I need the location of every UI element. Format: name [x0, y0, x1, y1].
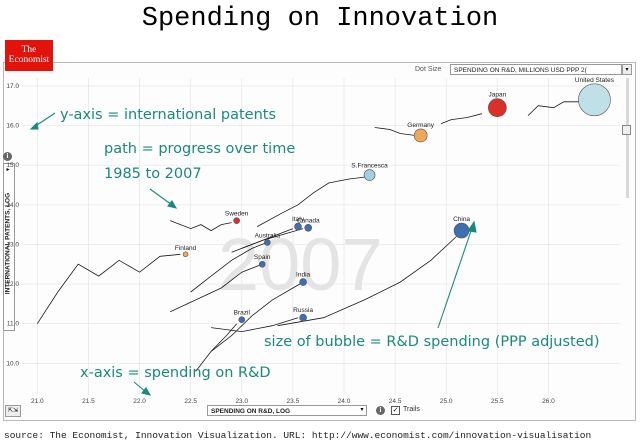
- x-tick-label: 21.5: [82, 398, 95, 405]
- dot-size-select[interactable]: SPENDING ON R&D, MILLIONS USD PPP 2(: [450, 64, 622, 75]
- y-tick-label: 17.0: [6, 83, 19, 90]
- trails-label: Trails: [403, 406, 420, 413]
- trail-s-francesca: [256, 176, 365, 227]
- y-tick-label: 13.0: [6, 241, 19, 248]
- x-tick-label: 24.5: [389, 398, 402, 405]
- bubble-s-francesca[interactable]: [363, 169, 376, 181]
- source-caption: source: The Economist, Innovation Visual…: [4, 430, 592, 441]
- trail-china: [277, 236, 457, 327]
- arrow-path-head: [167, 200, 178, 209]
- trail-australia: [190, 242, 268, 293]
- arrow-bubble-head: [467, 220, 477, 233]
- y-tick-label: 10.0: [6, 360, 19, 367]
- bubble-japan[interactable]: [488, 98, 507, 118]
- bubble-brazil[interactable]: [238, 316, 246, 324]
- bubble-russia[interactable]: [299, 313, 307, 322]
- label-italy: Italy: [292, 216, 305, 223]
- annotation-y-axis: y-axis = international patents: [60, 107, 276, 123]
- chart-frame: [3, 62, 636, 421]
- label-s-francesca: S.Francesca: [351, 163, 388, 170]
- x-tick-label: 22.5: [184, 398, 197, 405]
- label-brazil: Brazil: [234, 310, 251, 317]
- logo-line-1: The: [21, 45, 37, 55]
- trail-canada: [241, 228, 304, 249]
- trail-india: [210, 281, 304, 352]
- x-tick-label: 24.0: [338, 398, 351, 405]
- trails: [36, 101, 585, 372]
- logo-line-2: Economist: [8, 55, 50, 65]
- dot-size-label: Dot Size: [415, 66, 442, 73]
- arrow-y-axis-head: [29, 121, 39, 130]
- bubble-spain[interactable]: [258, 260, 266, 268]
- label-germany: Germany: [407, 122, 434, 129]
- tick-labels: 21.0 21.5 22.0 22.5 23.0 23.5 24.0 24.5 25.0 25.5…: [6, 83, 555, 405]
- trail-spain: [170, 263, 263, 313]
- y-tick-label: 14.0: [6, 202, 19, 209]
- zoom-reset-button[interactable]: ⇱⇲: [5, 405, 21, 417]
- trails-checkbox[interactable]: ✓: [391, 406, 400, 415]
- dot-size-chevron-icon[interactable]: ▾: [622, 64, 632, 75]
- bubble-canada[interactable]: [304, 223, 313, 232]
- page-title: Spending on Innovation: [141, 4, 499, 34]
- label-china: China: [453, 216, 470, 223]
- y-tick-label: 11.0: [7, 321, 20, 328]
- label-japan: Japan: [488, 92, 506, 99]
- y-tick-label: 12.0: [6, 281, 19, 288]
- bubbles: United States Japan Germany S.Francesca Chin…: [175, 77, 615, 324]
- x-tick-label: 26.0: [542, 398, 555, 405]
- bubble-australia[interactable]: [264, 239, 271, 246]
- bubble-italy[interactable]: [294, 222, 302, 231]
- y-tick-label: 16.0: [6, 123, 19, 130]
- bubble-sweden[interactable]: [233, 217, 240, 224]
- label-canada: Canada: [297, 217, 320, 224]
- bubble-united-states[interactable]: [578, 83, 611, 117]
- x-axis-chevron-icon[interactable]: ▾: [360, 407, 364, 413]
- arrow-bubble: [437, 227, 473, 329]
- annotation-x-axis: x-axis = spending on R&D: [80, 365, 271, 381]
- year-watermark: 2007: [218, 223, 383, 306]
- label-india: India: [296, 272, 310, 279]
- x-tick-label: 21.0: [31, 398, 44, 405]
- annotation-bubble-size: size of bubble = R&D spending (PPP adjus…: [264, 334, 600, 350]
- x-axis-info-icon[interactable]: i: [376, 406, 385, 415]
- label-finland: Finland: [175, 245, 197, 252]
- x-axis-select[interactable]: SPENDING ON R&D, LOG: [207, 405, 367, 416]
- x-tick-label: 22.0: [133, 398, 146, 405]
- y-axis-chevron-icon[interactable]: ▸: [6, 167, 10, 173]
- label-united-states: United States: [575, 77, 615, 84]
- zoom-slider-track[interactable]: [626, 78, 629, 198]
- bubble-china[interactable]: [453, 222, 470, 239]
- label-spain: Spain: [254, 254, 271, 261]
- trail-japan: [440, 113, 483, 124]
- y-axis-info-icon[interactable]: i: [3, 152, 12, 161]
- bubble-germany[interactable]: [413, 128, 428, 143]
- trail-finland: [36, 253, 181, 324]
- trail-sweden: [170, 220, 232, 232]
- zoom-slider-thumb[interactable]: [622, 125, 631, 135]
- bubble-india[interactable]: [299, 278, 307, 286]
- x-tick-label: 23.0: [235, 398, 248, 405]
- arrow-path: [149, 188, 173, 206]
- economist-logo: The Economist: [5, 40, 53, 71]
- label-australia: Australia: [255, 232, 281, 239]
- trail-united-states: [527, 101, 585, 116]
- x-tick-label: 25.0: [440, 398, 453, 405]
- x-tick-label: 23.5: [287, 398, 300, 405]
- arrow-x-axis-head: [141, 387, 152, 396]
- grid: [22, 78, 620, 395]
- label-sweden: Sweden: [225, 211, 249, 218]
- y-axis-select[interactable]: [3, 163, 15, 331]
- annotation-path: path = progress over time: [104, 141, 295, 157]
- label-russia: Russia: [293, 307, 313, 314]
- trail-germany: [374, 127, 416, 136]
- annotation-arrows: [29, 112, 477, 396]
- trail-russia: [211, 317, 299, 333]
- annotation-years: 1985 to 2007: [104, 166, 202, 182]
- y-tick-label: 15.0: [6, 162, 19, 169]
- trail-brazil: [195, 323, 238, 372]
- bubble-finland[interactable]: [182, 251, 189, 258]
- x-tick-label: 25.5: [491, 398, 504, 405]
